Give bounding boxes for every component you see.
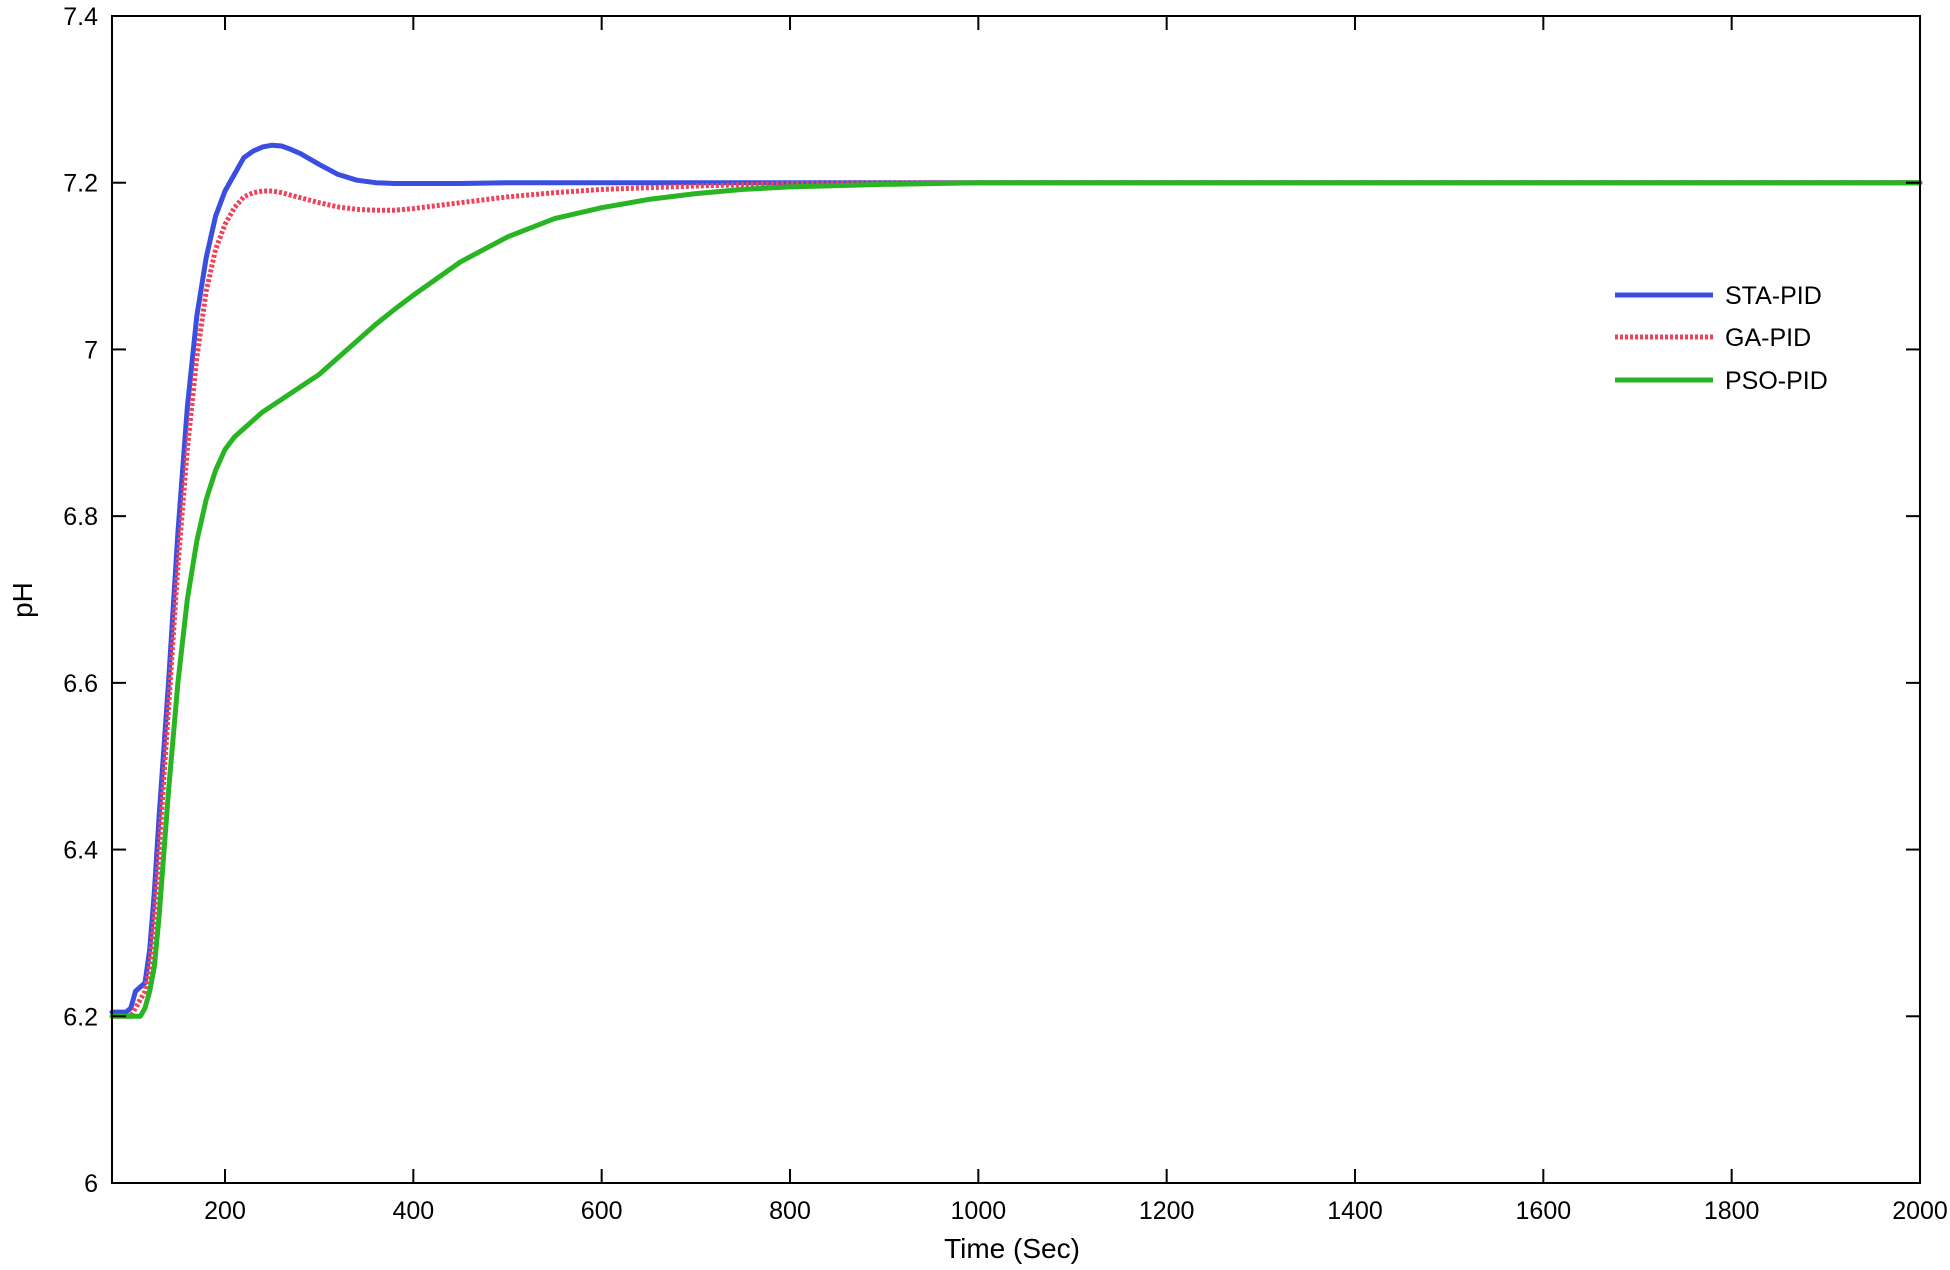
plot-frame (111, 15, 1921, 1184)
x-tick-label: 1200 (1139, 1197, 1195, 1225)
y-tick-label: 6.6 (63, 670, 98, 698)
x-tick-label: 1400 (1327, 1197, 1383, 1225)
y-tick-label: 6.4 (63, 837, 98, 865)
x-tick-label: 800 (769, 1197, 811, 1225)
y-tick-label: 7.4 (63, 3, 98, 31)
y-tick-label: 6 (84, 1170, 98, 1198)
y-tick-label: 6.8 (63, 503, 98, 531)
y-tick-label: 6.2 (63, 1003, 98, 1031)
x-tick-label: 2000 (1892, 1197, 1948, 1225)
tick-layer: 200 400 600 800 1000 1200 1400 1600 1800 2000 6 6.2… (63, 3, 1948, 1225)
x-axis-label: Time (Sec) (944, 1233, 1080, 1264)
legend: STA-PID GA-PID PSO-PID (1615, 282, 1828, 395)
legend-label-ga-pid: GA-PID (1725, 324, 1811, 352)
legend-label-pso-pid: PSO-PID (1725, 367, 1828, 395)
x-tick-label: 1000 (951, 1197, 1007, 1225)
series-line-pso-pid (109, 180, 1923, 1019)
y-axis-label: pH (7, 582, 38, 618)
y-tick-label: 7.2 (63, 170, 98, 198)
legend-label-sta-pid: STA-PID (1725, 282, 1822, 310)
x-tick-label: 1600 (1516, 1197, 1572, 1225)
x-tick-label: 600 (581, 1197, 623, 1225)
x-tick-label: 400 (392, 1197, 434, 1225)
x-tick-label: 200 (204, 1197, 246, 1225)
x-tick-label: 1800 (1704, 1197, 1760, 1225)
series-line-ga-pid (112, 180, 1920, 1019)
y-tick-label: 7 (84, 336, 98, 364)
series-layer (109, 142, 1923, 1019)
